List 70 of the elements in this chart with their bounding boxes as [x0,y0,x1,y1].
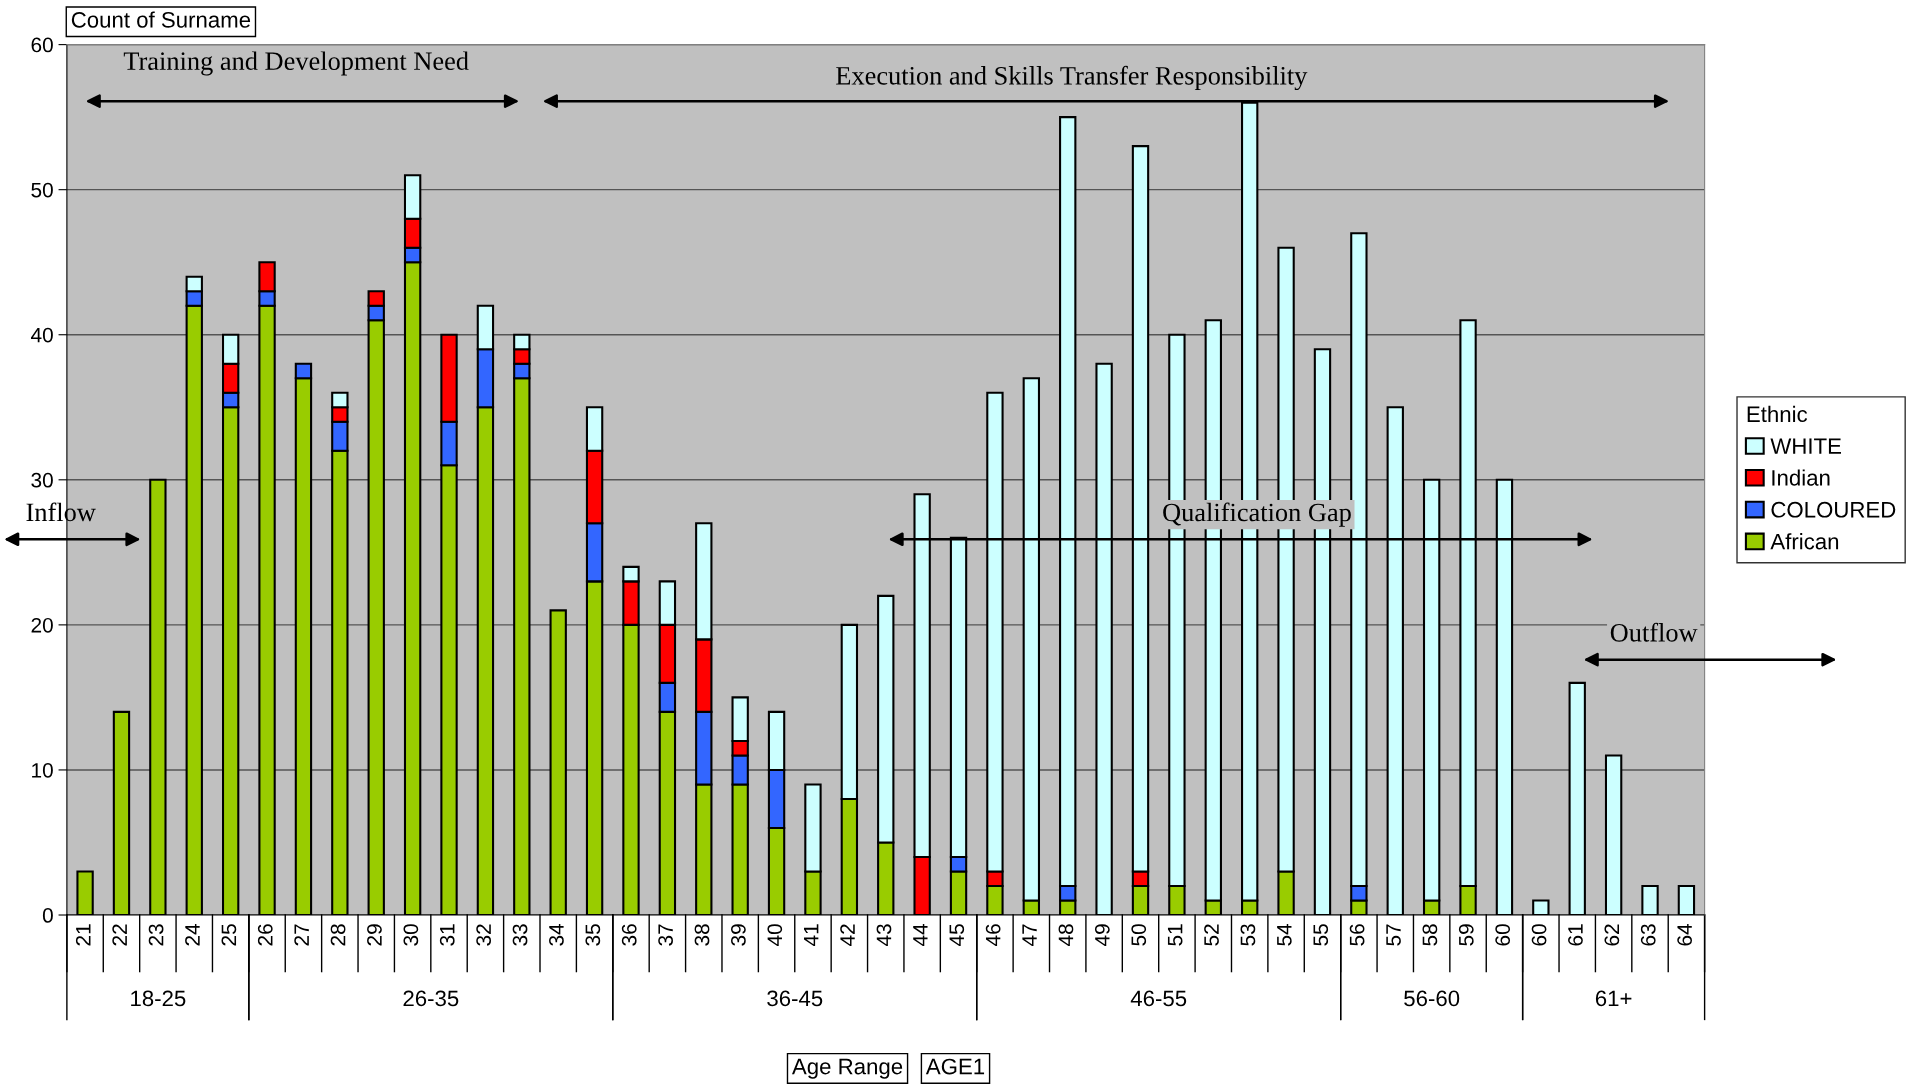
annotation: Execution and Skills Transfer Responsibility [836,65,1308,91]
x-tick-label: 33 [512,924,528,946]
x-tick-label: 52 [1204,924,1219,946]
x-tick-label: 25 [221,924,237,946]
x-tick-label: 39 [731,924,746,946]
x-tick-label: 60 [1495,924,1511,946]
x-tick-label: 22 [112,924,127,946]
x-tick-label: 50 [1131,924,1147,946]
x-tick-label: 48 [1058,924,1074,947]
x-tick-label: 29 [367,924,382,946]
x-tick-label: 31 [439,924,455,946]
text: 61+ [1595,990,1632,1007]
x-tick-label: 27 [294,924,309,946]
x-tick-label: 24 [185,923,200,946]
legend-label: COLOURED [1771,501,1896,518]
x-tick-label: 40 [767,924,783,947]
y-tick-label: 0 [42,908,53,923]
annotation: Outflow [1610,622,1698,642]
x-tick-label: 57 [1386,924,1401,946]
legend-title: Ethnic [1747,405,1808,423]
x-tick-label: 55 [1313,924,1329,946]
text: 46-55 [1130,990,1187,1007]
x-tick-label: 23 [148,924,164,946]
x-tick-label: 56 [1349,924,1365,946]
x-tick-label: 53 [1240,924,1256,946]
x-tick-label: 28 [330,924,346,946]
x-tick-label: 47 [1022,924,1037,947]
x-tick-label: 61 [1568,924,1583,946]
text: 56-60 [1404,990,1460,1007]
x-tick-label: 63 [1640,924,1656,946]
x-tick-label: 45 [949,924,965,947]
y-axis-title: Count of Surname [71,11,251,28]
legend-label: African [1770,533,1839,550]
x-tick-label: 60 [1531,924,1547,946]
y-tick-label: 60 [31,37,53,53]
y-tick-label: 20 [31,617,53,633]
x-tick-label: 43 [876,924,892,947]
y-tick-label: 50 [31,182,53,198]
text: 26-35 [403,990,459,1007]
x-tick-label: 51 [1167,924,1183,946]
x-tick-label: 46 [985,924,1001,947]
text: 36-45 [767,990,823,1007]
legend-label: Indian [1772,469,1830,486]
x-tick-label: 62 [1604,924,1620,946]
x-tick-label: 59 [1458,924,1474,946]
x-tick-label: 36 [621,924,637,946]
x-tick-label: 44 [913,923,928,947]
x-tick-label: 32 [476,924,492,946]
x-tick-label: 34 [549,923,564,946]
text: 18-25 [131,990,186,1007]
x-tick-label: 64 [1677,923,1693,946]
annotation: Training and Development Need [123,51,469,76]
text: Age Range [791,1058,903,1079]
x-tick-label: 49 [1094,924,1110,947]
y-tick-label: 40 [31,327,53,343]
x-tick-label: 41 [804,924,819,947]
x-tick-label: 21 [75,924,91,946]
x-tick-label: 37 [658,924,673,946]
y-tick-label: 10 [32,762,53,778]
x-tick-label: 38 [694,924,710,946]
legend-label: WHITE [1770,438,1841,454]
y-tick-label: 30 [31,472,53,488]
x-tick-label: 30 [403,924,419,946]
x-tick-label: 42 [840,924,855,947]
x-tick-label: 58 [1422,924,1438,946]
x-tick-label: 26 [257,924,273,946]
text: AGE1 [925,1058,985,1075]
x-tick-label: 35 [585,924,601,946]
annotation: Qualification Gap [1163,502,1351,527]
x-tick-label: 54 [1277,923,1292,946]
